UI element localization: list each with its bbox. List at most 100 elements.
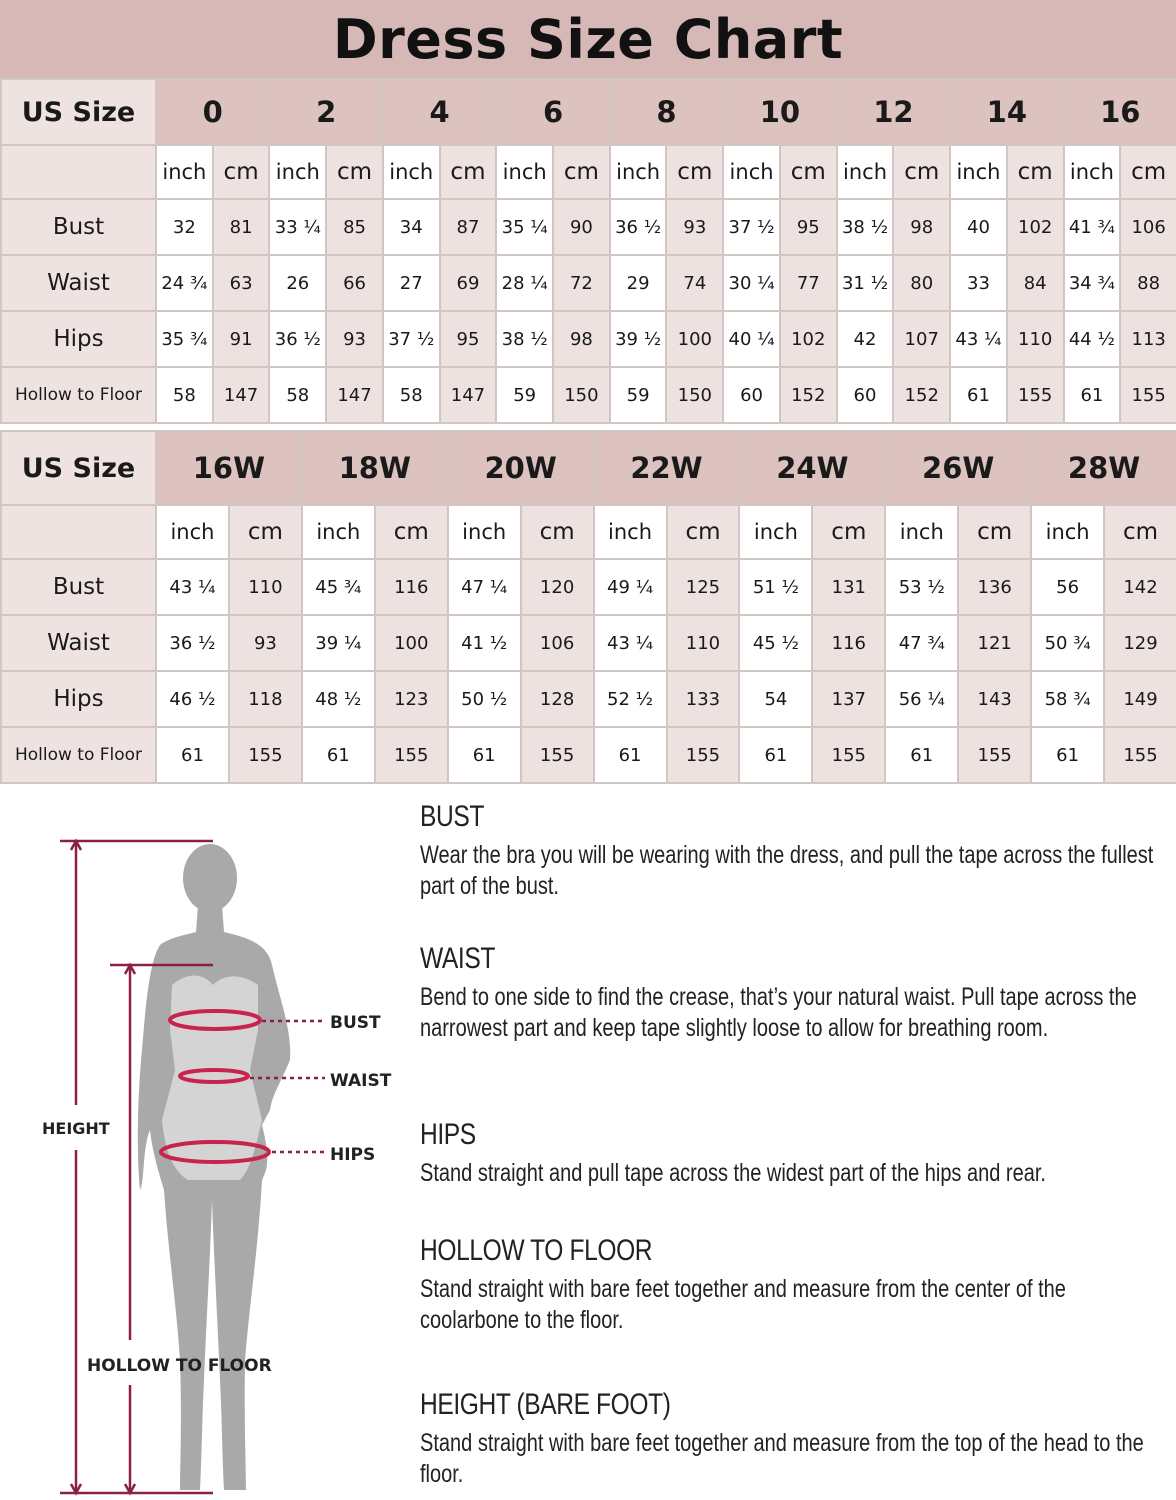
table-cell: 61 (738, 726, 814, 784)
header-label: US Size (0, 430, 157, 506)
height-indicator (60, 838, 213, 1496)
header-label: US Size (0, 78, 157, 146)
row-label: Hollow to Floor (0, 726, 157, 784)
table-cell: 95 (438, 310, 498, 368)
row-label: Bust (0, 198, 157, 256)
table-cell: 61 (300, 726, 376, 784)
table-cell: 84 (1005, 254, 1065, 312)
table-cell: 45 ¾ (300, 558, 376, 616)
pointer-lines (250, 1019, 325, 1154)
table-cell: 53 ½ (884, 558, 960, 616)
table-cell: 51 ½ (738, 558, 814, 616)
unit-inch: inch (592, 504, 668, 560)
table-cell: 66 (325, 254, 384, 312)
table-cell: 155 (227, 726, 303, 784)
table-cell: 40 (949, 198, 1008, 256)
unit-inch: inch (949, 144, 1008, 200)
table-cell: 39 ½ (608, 310, 668, 368)
table-cell: 93 (325, 310, 384, 368)
instruction-heading: HOLLOW TO FLOOR (420, 1234, 653, 1267)
table-cell: 38 ½ (835, 198, 895, 256)
table-cell: 58 (381, 366, 441, 424)
table-row: Waist 36 ½ 93 39 ¼ 100 41 ½ 106 43 ¼ 110 45 ½ 116 4… (0, 614, 1176, 672)
unit-cm: cm (519, 504, 595, 560)
table-cell: 44 ½ (1062, 310, 1122, 368)
unit-cm: cm (438, 144, 498, 200)
row-label: Hips (0, 310, 157, 368)
table-cell: 110 (665, 614, 741, 672)
height-label: HEIGHT (42, 1119, 110, 1138)
table-cell: 45 ½ (738, 614, 814, 672)
table-cell: 123 (373, 670, 449, 728)
table-cell: 49 ¼ (592, 558, 668, 616)
table-cell: 36 ½ (608, 198, 668, 256)
row-label: Waist (0, 614, 157, 672)
unit-inch: inch (300, 504, 376, 560)
header-row: US Size 16W 18W 20W 22W 24W 26W 28W (0, 430, 1176, 506)
table-cell: 98 (552, 310, 611, 368)
instruction-waist: WAIST Bend to one side to find the creas… (420, 942, 1160, 1044)
table-cell: 74 (665, 254, 725, 312)
size-header: 18W (300, 430, 449, 506)
table-cell: 150 (552, 366, 611, 424)
table-cell: 91 (211, 310, 271, 368)
size-header: 28W (1030, 430, 1176, 506)
table-cell: 61 (446, 726, 522, 784)
instruction-heading: HIPS (420, 1118, 476, 1151)
table-cell: 102 (778, 310, 838, 368)
instruction-text: Stand straight and pull tape across the … (420, 1159, 1046, 1187)
table-cell: 61 (1062, 366, 1122, 424)
table-cell: 155 (1119, 366, 1176, 424)
table-cell: 102 (1005, 198, 1065, 256)
table-cell: 61 (949, 366, 1008, 424)
row-label: Hips (0, 670, 157, 728)
table-cell: 43 ¼ (155, 558, 230, 616)
table-cell: 50 ¾ (1030, 614, 1106, 672)
unit-inch: inch (722, 144, 781, 200)
table-cell: 37 ½ (722, 198, 781, 256)
table-cell: 95 (778, 198, 838, 256)
table-cell: 60 (722, 366, 781, 424)
unit-inch: inch (155, 504, 230, 560)
table-cell: 113 (1119, 310, 1176, 368)
table-cell: 100 (665, 310, 725, 368)
table-cell: 61 (884, 726, 960, 784)
table-cell: 33 ¼ (268, 198, 328, 256)
table-cell: 137 (811, 670, 887, 728)
tape-bands (159, 1009, 271, 1164)
unit-inch: inch (381, 144, 441, 200)
table-cell: 36 ½ (155, 614, 230, 672)
unit-label-blank (0, 144, 157, 200)
unit-inch: inch (268, 144, 328, 200)
row-label: Hollow to Floor (0, 366, 157, 424)
unit-cm: cm (665, 504, 741, 560)
table-cell: 35 ¾ (155, 310, 214, 368)
size-header: 6 (495, 78, 611, 146)
table-cell: 56 ¼ (884, 670, 960, 728)
table-cell: 60 (835, 366, 895, 424)
unit-cm: cm (552, 144, 611, 200)
instruction-bust: BUST Wear the bra you will be wearing wi… (420, 800, 1160, 902)
size-table-regular: US Size 0 2 4 6 8 10 12 14 16 inch cm inch cm inch cm in… (0, 78, 1176, 424)
table-cell: 34 (381, 198, 441, 256)
unit-inch: inch (495, 144, 555, 200)
unit-row: inch cm inch cm inch cm inch cm inch cm inch cm inch… (0, 504, 1176, 560)
unit-inch: inch (738, 504, 814, 560)
table-row: Hips 46 ½ 118 48 ½ 123 50 ½ 128 52 ½ 133 54 137 56 … (0, 670, 1176, 728)
table-cell: 87 (438, 198, 498, 256)
instruction-heading: WAIST (420, 942, 495, 975)
table-cell: 37 ½ (381, 310, 441, 368)
table-cell: 30 ¼ (722, 254, 781, 312)
table-cell: 121 (957, 614, 1033, 672)
size-table-plus: US Size 16W 18W 20W 22W 24W 26W 28W inch cm inch cm… (0, 430, 1176, 784)
table-cell: 147 (325, 366, 384, 424)
table-cell: 93 (227, 614, 303, 672)
size-header: 12 (835, 78, 952, 146)
table-cell: 34 ¾ (1062, 254, 1122, 312)
unit-cm: cm (892, 144, 952, 200)
table-cell: 147 (438, 366, 498, 424)
table-cell: 110 (1005, 310, 1065, 368)
table-cell: 85 (325, 198, 384, 256)
